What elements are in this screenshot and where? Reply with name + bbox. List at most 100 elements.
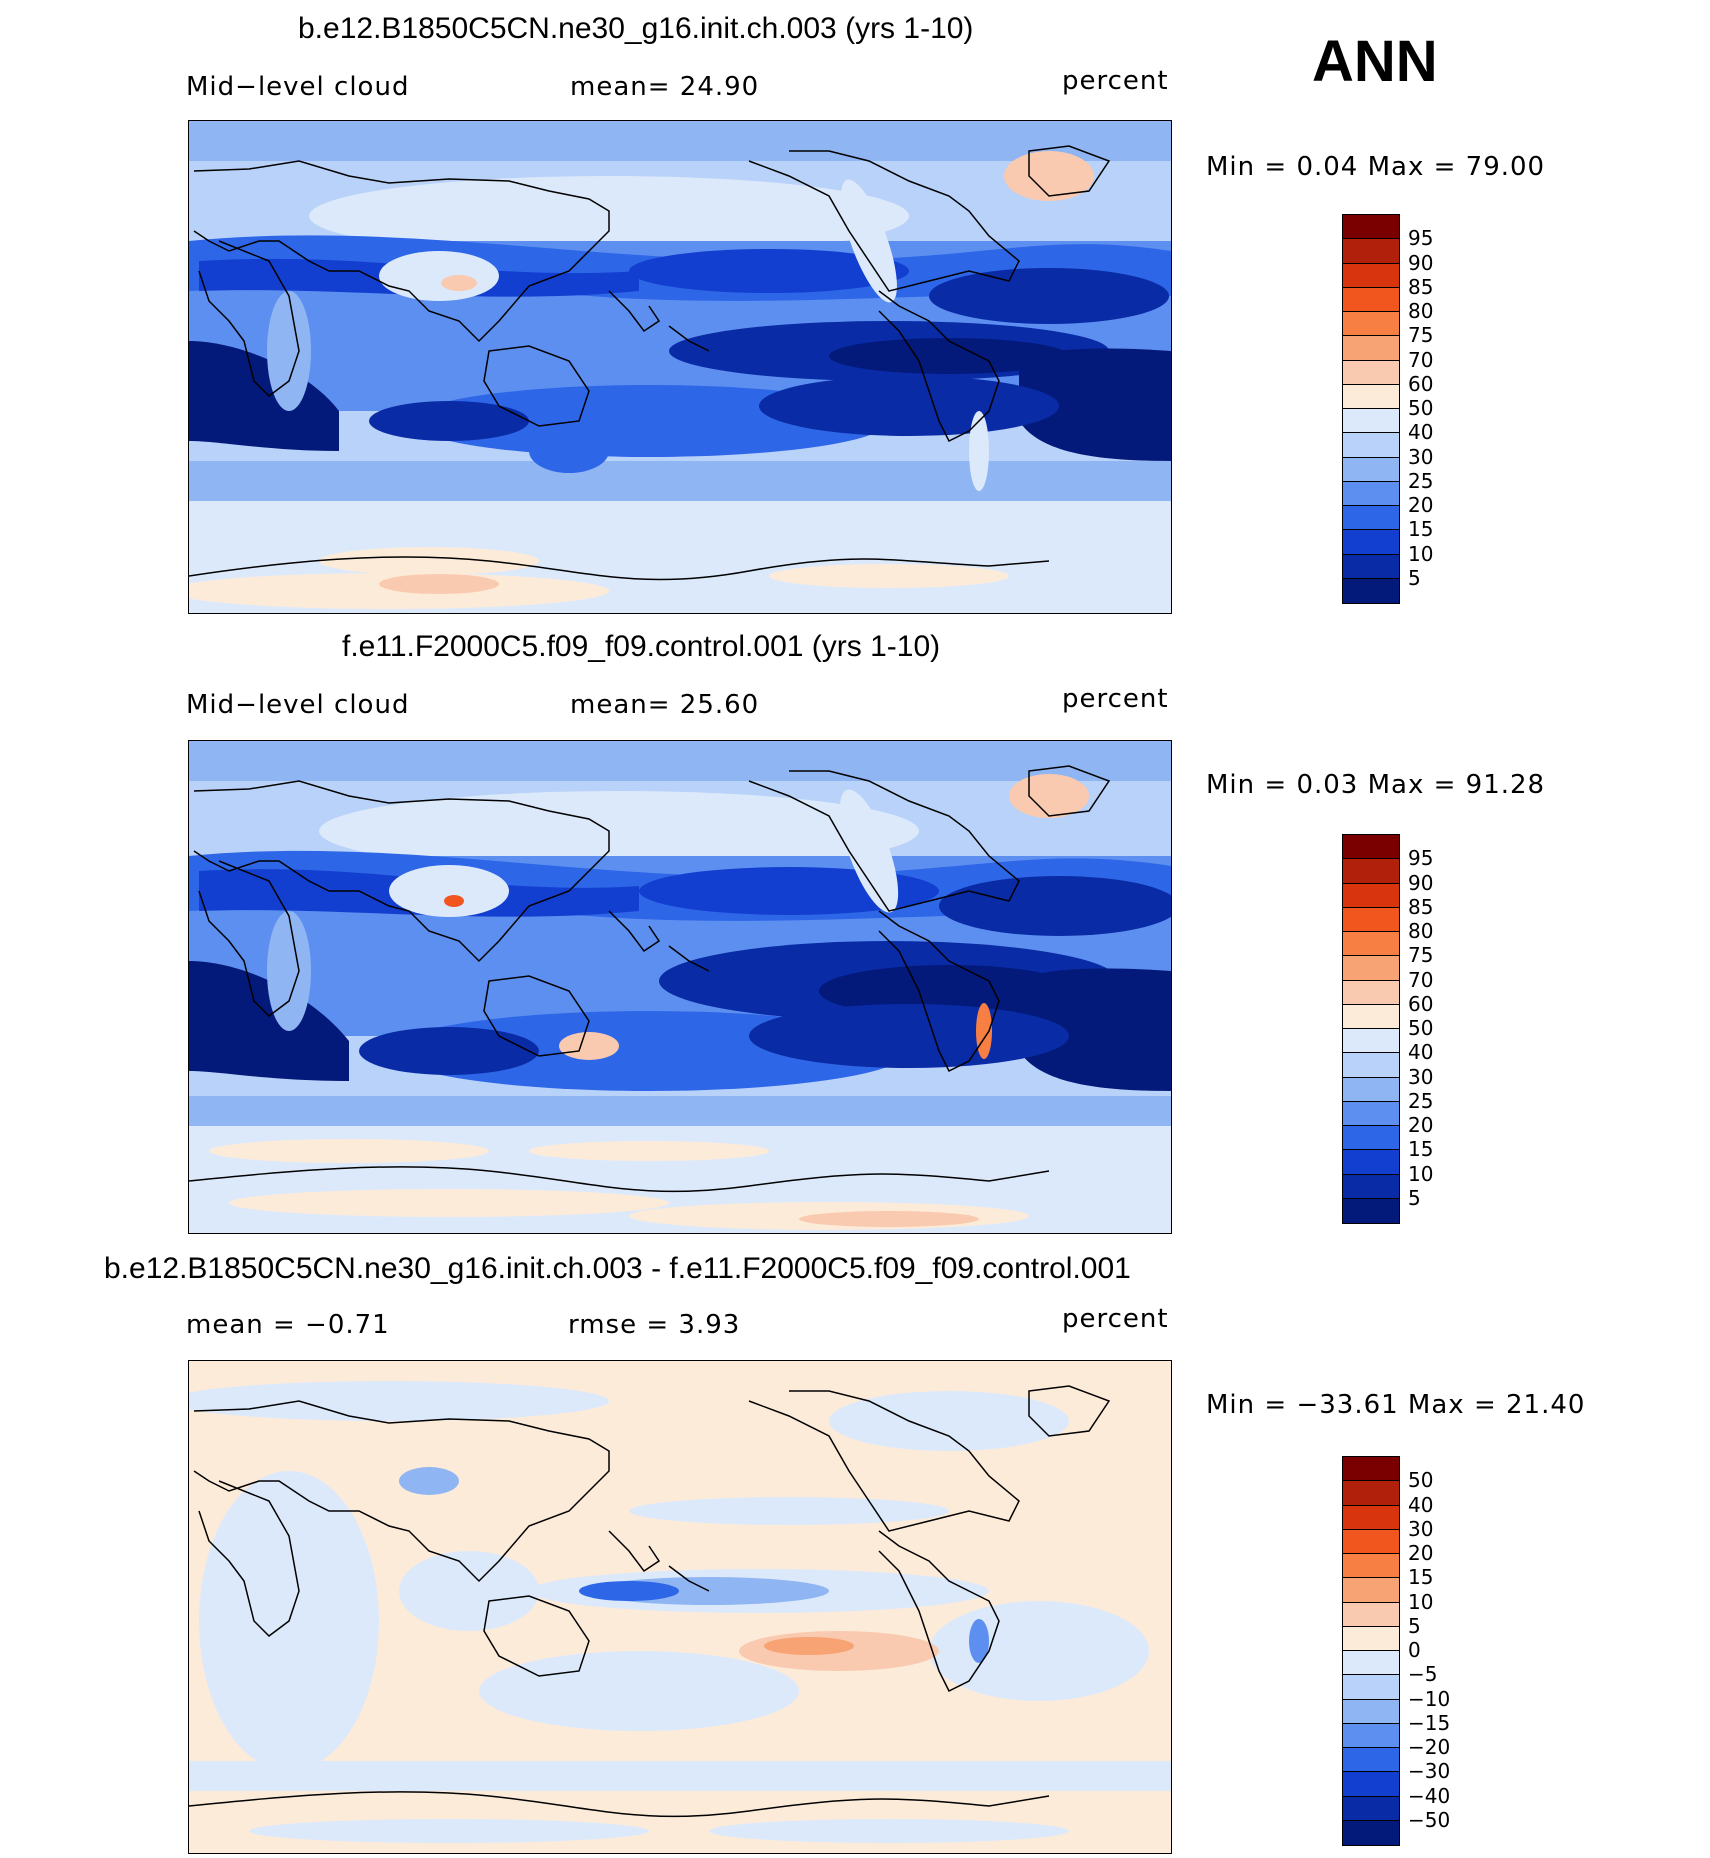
colorbar-swatch [1343, 1820, 1399, 1845]
colorbar-tick-label: 60 [1408, 371, 1434, 396]
colorbar-tick-label: 50 [1408, 396, 1434, 420]
colorbar-swatch [1343, 1126, 1399, 1151]
colorbar-swatch [1343, 239, 1399, 264]
colorbar-tick-label: 85 [1408, 894, 1434, 919]
colorbar-swatch [1343, 883, 1399, 908]
colorbar-tick-label: 20 [1408, 1113, 1434, 1137]
colorbar-swatch [1343, 360, 1399, 385]
colorbar-tick-label: 80 [1408, 919, 1434, 943]
panel3-units-label: percent [1062, 1304, 1169, 1334]
colorbar-tick-label: 25 [1408, 1088, 1434, 1113]
colorbar-tick-label: 60 [1408, 991, 1434, 1016]
colorbar-tick-label: −50 [1408, 1807, 1451, 1832]
colorbar-swatch [1343, 1198, 1399, 1223]
colorbar-swatch [1343, 1150, 1399, 1175]
colorbar-swatch [1343, 1174, 1399, 1199]
panel1-colorbar-ticks: 95 90 85 80 75 70 60 50 40 30 25 20 15 10 5 [1408, 214, 1468, 602]
colorbar-tick-label: 20 [1408, 493, 1434, 517]
colorbar-swatch [1343, 1699, 1399, 1724]
colorbar-tick-label: 30 [1408, 1516, 1434, 1541]
panel3-rmse-label: rmse = 3.93 [568, 1310, 741, 1340]
colorbar-tick-label: 15 [1408, 1565, 1434, 1590]
colorbar-tick-label: −30 [1408, 1759, 1451, 1784]
colorbar-tick-label: −20 [1408, 1735, 1451, 1759]
panel2-map [188, 740, 1172, 1234]
panel2-units-label: percent [1062, 684, 1169, 714]
colorbar-swatch [1343, 1101, 1399, 1126]
colorbar-tick-label: 90 [1408, 870, 1434, 895]
colorbar-swatch [1343, 1626, 1399, 1651]
colorbar-tick-label: 85 [1408, 274, 1434, 299]
colorbar-swatch [1343, 1029, 1399, 1054]
colorbar-tick-label: 10 [1408, 541, 1434, 566]
colorbar-swatch [1343, 1077, 1399, 1102]
colorbar-swatch [1343, 956, 1399, 981]
colorbar-tick-label: 30 [1408, 444, 1434, 469]
panel2-colorbar [1342, 834, 1400, 1224]
colorbar-swatch [1343, 1602, 1399, 1627]
colorbar-tick-label: −10 [1408, 1686, 1451, 1711]
colorbar-swatch [1343, 932, 1399, 957]
colorbar-swatch [1343, 1505, 1399, 1530]
colorbar-swatch [1343, 215, 1399, 240]
colorbar-swatch [1343, 409, 1399, 434]
colorbar-tick-label: 50 [1408, 1468, 1434, 1493]
panel2-colorbar-ticks: 95 90 85 80 75 70 60 50 40 30 25 20 15 10 5 [1408, 834, 1468, 1222]
panel1-units-label: percent [1062, 66, 1169, 96]
panel1-minmax-label: Min = 0.04 Max = 79.00 [1206, 152, 1546, 182]
colorbar-swatch [1343, 336, 1399, 361]
colorbar-swatch [1343, 1723, 1399, 1748]
colorbar-swatch [1343, 481, 1399, 506]
panel3-mean-label: mean = −0.71 [186, 1310, 390, 1340]
panel3-colorbar [1342, 1456, 1400, 1846]
colorbar-tick-label: 30 [1408, 1064, 1434, 1089]
colorbar-tick-label: 15 [1408, 517, 1434, 542]
colorbar-tick-label: 75 [1408, 323, 1434, 348]
colorbar-tick-label: 80 [1408, 299, 1434, 323]
colorbar-tick-label: −40 [1408, 1783, 1451, 1808]
colorbar-tick-label: 5 [1408, 1185, 1421, 1210]
colorbar-swatch [1343, 433, 1399, 458]
colorbar-swatch [1343, 457, 1399, 482]
panel3-title: b.e12.B1850C5CN.ne30_g16.init.ch.003 - f… [104, 1252, 1131, 1285]
colorbar-swatch [1343, 907, 1399, 932]
panel3-map [188, 1360, 1172, 1854]
colorbar-tick-label: 5 [1408, 1613, 1421, 1638]
panel2-variable-label: Mid−level cloud [186, 690, 410, 720]
colorbar-swatch [1343, 1457, 1399, 1482]
colorbar-swatch [1343, 384, 1399, 409]
panel1-variable-label: Mid−level cloud [186, 72, 410, 102]
colorbar-swatch [1343, 578, 1399, 603]
colorbar-tick-label: 90 [1408, 250, 1434, 275]
colorbar-swatch [1343, 1675, 1399, 1700]
colorbar-swatch [1343, 1554, 1399, 1579]
colorbar-swatch [1343, 554, 1399, 579]
season-label: ANN [1312, 29, 1438, 94]
colorbar-swatch [1343, 1529, 1399, 1554]
panel3-minmax-label: Min = −33.61 Max = 21.40 [1206, 1390, 1586, 1420]
colorbar-swatch [1343, 835, 1399, 860]
colorbar-tick-label: 20 [1408, 1541, 1434, 1565]
colorbar-tick-label: 75 [1408, 943, 1434, 968]
panel2-mean-label: mean= 25.60 [570, 690, 760, 720]
panel1-colorbar [1342, 214, 1400, 604]
panel3-colorbar-ticks: 50 40 30 20 15 10 5 0 −5 −10 −15 −20 −30 −40 −50 [1408, 1456, 1478, 1844]
colorbar-tick-label: 95 [1408, 846, 1434, 871]
colorbar-tick-label: −5 [1408, 1662, 1438, 1687]
colorbar-tick-label: 40 [1408, 420, 1434, 445]
colorbar-tick-label: 70 [1408, 967, 1434, 992]
colorbar-swatch [1343, 1772, 1399, 1797]
colorbar-swatch [1343, 312, 1399, 337]
colorbar-tick-label: 50 [1408, 1016, 1434, 1040]
colorbar-tick-label: 95 [1408, 226, 1434, 251]
colorbar-tick-label: 5 [1408, 565, 1421, 590]
colorbar-swatch [1343, 1004, 1399, 1029]
panel1-map [188, 120, 1172, 614]
colorbar-swatch [1343, 1796, 1399, 1821]
panel1-title: b.e12.B1850C5CN.ne30_g16.init.ch.003 (yr… [298, 12, 974, 45]
colorbar-swatch [1343, 263, 1399, 288]
colorbar-tick-label: 40 [1408, 1492, 1434, 1517]
colorbar-swatch [1343, 530, 1399, 555]
colorbar-tick-label: 70 [1408, 347, 1434, 372]
colorbar-tick-label: 25 [1408, 468, 1434, 493]
